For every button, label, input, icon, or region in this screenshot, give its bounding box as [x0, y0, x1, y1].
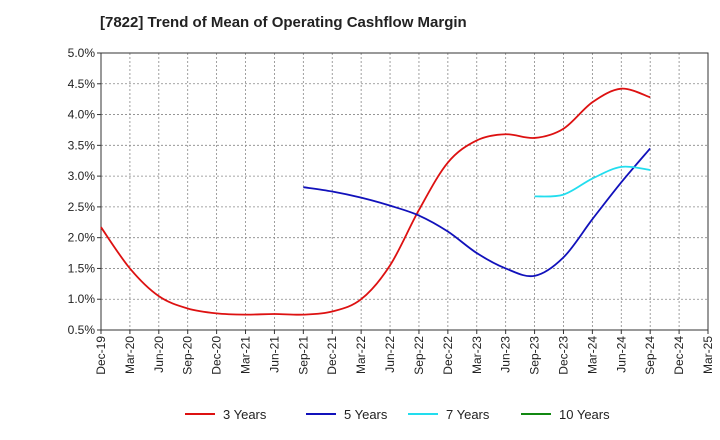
- y-tick-label: 1.0%: [68, 292, 96, 306]
- legend-label: 5 Years: [344, 407, 388, 422]
- x-tick-label: Mar-24: [585, 336, 599, 374]
- x-tick-label: Jun-23: [499, 336, 513, 373]
- series-line-7-years: [534, 165, 651, 198]
- x-tick-label: Jun-22: [383, 336, 397, 373]
- x-tick-label: Dec-22: [441, 336, 455, 375]
- y-tick-label: 4.5%: [68, 77, 96, 91]
- x-tick-label: Dec-20: [210, 336, 224, 375]
- x-tick-label: Mar-20: [123, 336, 137, 374]
- chart-title: [7822] Trend of Mean of Operating Cashfl…: [100, 14, 467, 31]
- x-tick-label: Dec-23: [556, 336, 570, 375]
- axes: 0.5% 1.0% 1.5% 2.0% 2.5% 3.0% 3.5% 4.0% 4.5% 5.0%…: [68, 46, 715, 375]
- plot-frame: [100, 52, 709, 331]
- series-line-3-years: [100, 87, 651, 316]
- legend-label: 3 Years: [223, 407, 267, 422]
- series-line-5-years: [303, 147, 651, 278]
- x-tick-label: Mar-23: [470, 336, 484, 374]
- x-tick-label: Mar-25: [701, 336, 715, 374]
- series-lines: [100, 87, 651, 316]
- x-tick-label: Jun-21: [267, 336, 281, 373]
- x-tick-label: Dec-19: [94, 336, 108, 375]
- y-tick-label: 3.5%: [68, 138, 96, 152]
- y-tick-label: 3.0%: [68, 169, 96, 183]
- legend-label: 10 Years: [559, 407, 610, 422]
- y-tick-label: 4.0%: [68, 108, 96, 122]
- x-tick-label: Mar-22: [354, 336, 368, 374]
- y-tick-label: 1.5%: [68, 261, 96, 275]
- x-tick-label: Dec-24: [672, 336, 686, 375]
- x-tick-label: Jun-24: [614, 336, 628, 373]
- x-tick-label: Jun-20: [152, 336, 166, 373]
- x-tick-label: Sep-21: [296, 336, 310, 375]
- x-tick-label: Sep-23: [528, 336, 542, 375]
- x-tick-label: Mar-21: [239, 336, 253, 374]
- x-tick-label: Sep-22: [412, 336, 426, 375]
- x-tick-label: Dec-21: [325, 336, 339, 375]
- x-tick-label: Sep-24: [643, 336, 657, 375]
- x-tick-label: Sep-20: [181, 336, 195, 375]
- legend: 3 Years 5 Years 7 Years 10 Years: [185, 407, 610, 422]
- legend-label: 7 Years: [446, 407, 490, 422]
- y-tick-label: 2.0%: [68, 231, 96, 245]
- y-tick-label: 0.5%: [68, 323, 96, 337]
- grid: [101, 53, 708, 330]
- y-tick-label: 5.0%: [68, 46, 96, 60]
- y-tick-label: 2.5%: [68, 200, 96, 214]
